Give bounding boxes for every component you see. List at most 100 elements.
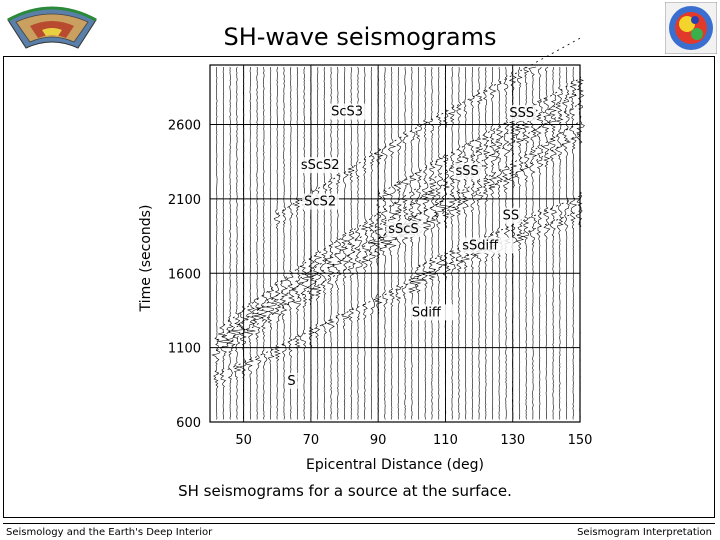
footer-bar bbox=[3, 523, 715, 540]
phase-label-text-7: sScS2 bbox=[301, 158, 340, 173]
seismogram-trace-15 bbox=[312, 66, 322, 420]
seismogram-trace-2 bbox=[225, 66, 236, 420]
phase-label-text-9: ScS3 bbox=[331, 105, 363, 120]
phase-label-bg-8 bbox=[507, 105, 536, 122]
seismogram-trace-36 bbox=[454, 66, 464, 420]
page-title: SH-wave seismograms bbox=[223, 23, 497, 51]
seismogram-trace-25 bbox=[378, 66, 390, 420]
x-tick-label-3: 110 bbox=[433, 433, 458, 448]
tomography-globe-icon bbox=[665, 2, 717, 54]
phase-label-bg-3 bbox=[500, 207, 522, 224]
seismogram-trace-3 bbox=[230, 66, 246, 420]
seismogram-trace-32 bbox=[427, 66, 437, 420]
y-tick-label-3: 2100 bbox=[168, 193, 201, 208]
y-tick-label-0: 600 bbox=[176, 416, 201, 431]
phase-label-text-1: Sdiff bbox=[412, 305, 442, 320]
seismogram-trace-6 bbox=[252, 66, 264, 420]
y-tick-label-1: 1100 bbox=[168, 342, 201, 357]
seismogram-trace-21 bbox=[354, 66, 363, 420]
seismogram-traces bbox=[211, 66, 585, 420]
phase-label-text-6: sSS bbox=[456, 164, 479, 179]
phase-label-SS: SS bbox=[500, 207, 522, 224]
seismogram-trace-35 bbox=[447, 66, 458, 420]
phase-label-bg-2 bbox=[460, 237, 514, 254]
phase-label-Sdiff: Sdiff bbox=[409, 304, 455, 321]
phase-label-sScS2: sScS2 bbox=[298, 157, 344, 174]
phase-label-sSdiff: sSdiff bbox=[460, 237, 514, 254]
x-tick-label-1: 70 bbox=[303, 433, 320, 448]
phase-label-bg-4 bbox=[386, 221, 424, 238]
phase-curve-sScS2 bbox=[223, 91, 581, 326]
phase-label-text-5: ScS2 bbox=[304, 195, 336, 210]
figure-caption: SH seismograms for a source at the surfa… bbox=[178, 482, 512, 500]
phase-label-text-8: SSS bbox=[509, 106, 534, 121]
seismogram-trace-52 bbox=[561, 66, 572, 420]
earth-cross-section-icon bbox=[4, 2, 100, 52]
y-tick-labels: 600 1100 1600 2100 2600 bbox=[168, 119, 201, 432]
seismogram-trace-13 bbox=[298, 66, 310, 420]
seismogram-trace-46 bbox=[521, 66, 530, 420]
phase-label-S: S bbox=[285, 372, 298, 389]
seismogram-trace-1 bbox=[217, 66, 229, 420]
phase-label-text-0: S bbox=[287, 374, 295, 389]
phase-label-text-3: SS bbox=[503, 209, 520, 224]
seismogram-trace-53 bbox=[569, 66, 578, 420]
phase-label-text-2: sSdiff bbox=[462, 238, 499, 253]
seismogram-trace-18 bbox=[332, 66, 342, 420]
x-tick-labels: 50 70 90 110 130 150 bbox=[235, 433, 592, 448]
seismogram-trace-8 bbox=[265, 66, 278, 420]
seismogram-trace-5 bbox=[244, 66, 257, 420]
x-tick-label-4: 130 bbox=[500, 433, 525, 448]
slide-frame bbox=[3, 56, 715, 518]
plot-border bbox=[209, 64, 581, 423]
phase-label-text-4: sScS bbox=[388, 222, 418, 237]
seismogram-trace-19 bbox=[340, 66, 350, 420]
x-axis-label: Epicentral Distance (deg) bbox=[306, 457, 484, 473]
seismogram-trace-17 bbox=[326, 66, 336, 420]
seismogram-trace-28 bbox=[398, 66, 412, 420]
seismogram-trace-14 bbox=[306, 66, 317, 420]
phase-label-sScS: sScS bbox=[386, 221, 424, 238]
phase-label-bg-6 bbox=[453, 163, 483, 180]
phase-annotations: S Sdiff sSdiff SS sScS ScS2 sSS sScS2 SSS ScS3 bbox=[285, 103, 536, 389]
seismogram-trace-29 bbox=[405, 66, 419, 420]
seismogram-trace-31 bbox=[420, 67, 431, 420]
seismogram-trace-45 bbox=[514, 66, 524, 420]
seismogram-trace-50 bbox=[548, 66, 558, 420]
seismogram-trace-30 bbox=[410, 66, 427, 420]
phase-curve-ScS2 bbox=[223, 103, 581, 337]
y-axis-label: Time (seconds) bbox=[138, 205, 154, 313]
phase-label-ScS3: ScS3 bbox=[329, 103, 366, 120]
seismogram-trace-20 bbox=[346, 66, 356, 420]
seismogram-trace-7 bbox=[256, 67, 269, 420]
seismogram-trace-12 bbox=[291, 67, 302, 420]
phase-label-bg-9 bbox=[329, 103, 366, 120]
seismogram-trace-10 bbox=[279, 66, 289, 420]
seismogram-trace-27 bbox=[391, 66, 406, 420]
phase-label-bg-7 bbox=[298, 157, 344, 174]
footer-course-title: Seismology and the Earth's Deep Interior bbox=[6, 527, 213, 538]
phase-label-bg-0 bbox=[285, 372, 298, 389]
phase-label-sSS: sSS bbox=[453, 163, 483, 180]
phase-label-SSS: SSS bbox=[507, 105, 536, 122]
seismogram-trace-0 bbox=[211, 66, 221, 420]
x-tick-label-5: 150 bbox=[568, 433, 593, 448]
x-tick-label-0: 50 bbox=[235, 433, 252, 448]
phase-label-ScS2: ScS2 bbox=[302, 193, 339, 210]
y-tick-label-4: 2600 bbox=[168, 119, 201, 134]
y-tick-label-2: 1600 bbox=[168, 267, 201, 282]
seismogram-trace-26 bbox=[386, 66, 397, 420]
phase-label-bg-5 bbox=[302, 193, 339, 210]
seismogram-trace-23 bbox=[367, 66, 377, 420]
footer-section-title: Seismogram Interpretation bbox=[577, 527, 712, 538]
phase-label-bg-1 bbox=[409, 304, 455, 321]
seismogram-trace-9 bbox=[270, 66, 284, 420]
seismogram-trace-33 bbox=[433, 66, 447, 420]
x-tick-label-2: 90 bbox=[370, 433, 387, 448]
seismogram-trace-22 bbox=[360, 66, 370, 420]
seismogram-trace-49 bbox=[541, 66, 552, 420]
seismogram-trace-48 bbox=[534, 66, 544, 420]
seismogram-trace-11 bbox=[286, 66, 297, 420]
seismogram-trace-16 bbox=[318, 66, 328, 420]
